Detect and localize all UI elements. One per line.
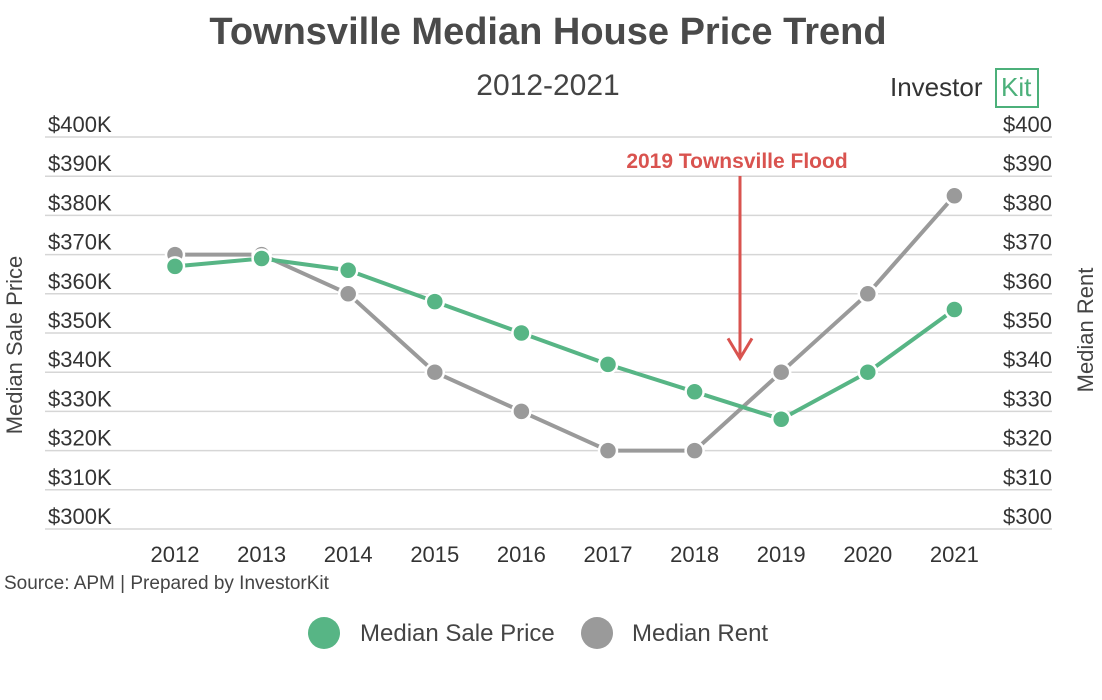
- left-tick-label: $350K: [48, 308, 112, 333]
- investorkit-logo: Investor Kit: [890, 68, 1039, 108]
- left-axis-ticks: $300K $310K $320K $330K $340K $350K $360K $370K…: [48, 112, 112, 529]
- legend-swatch-median-rent: [581, 617, 613, 649]
- x-tick-label: 2018: [670, 542, 719, 567]
- median-sale-price-point: [511, 322, 532, 344]
- x-tick-label: 2016: [497, 542, 546, 567]
- gridlines: [45, 136, 1052, 530]
- right-tick-label: $340: [1003, 347, 1052, 372]
- chart-subtitle: 2012-2021: [476, 69, 619, 102]
- legend-label-median-sale-price: Median Sale Price: [360, 620, 555, 647]
- median-rent-point: [684, 440, 705, 461]
- left-tick-label: $390K: [48, 151, 112, 176]
- median-sale-price-point: [164, 256, 186, 277]
- left-tick-label: $400K: [48, 112, 112, 137]
- median-sale-price-point: [337, 260, 359, 281]
- x-axis-ticks: 2012 2013 2014 2015 2016 2017 2018 2019 2020 2021: [151, 542, 979, 567]
- median-rent-point: [337, 283, 359, 305]
- x-tick-label: 2013: [237, 542, 286, 567]
- right-axis-ticks: $300 $310 $320 $330 $340 $350 $360 $370 $380 $390…: [1003, 112, 1052, 529]
- right-tick-label: $350: [1003, 308, 1052, 333]
- left-tick-label: $360K: [48, 269, 112, 294]
- x-tick-label: 2021: [930, 542, 979, 567]
- median-rent-point: [511, 401, 532, 422]
- legend: Median Sale Price Median Rent: [308, 617, 768, 649]
- median-sale-price-point: [857, 361, 879, 383]
- left-tick-label: $320K: [48, 426, 112, 451]
- median-rent-point: [597, 440, 619, 461]
- right-tick-label: $390: [1003, 151, 1052, 176]
- x-tick-label: 2020: [843, 542, 892, 567]
- x-tick-label: 2012: [151, 542, 200, 567]
- right-tick-label: $360: [1003, 269, 1052, 294]
- x-tick-label: 2017: [584, 542, 633, 567]
- flood-annotation: 2019 Townsville Flood: [626, 150, 848, 362]
- left-axis-title: Median Sale Price: [2, 256, 27, 435]
- legend-label-median-rent: Median Rent: [632, 620, 768, 647]
- median-sale-price-point: [770, 408, 792, 430]
- logo-text-main: Investor: [890, 72, 983, 102]
- median-sale-price-point: [424, 291, 446, 312]
- annotation-arrow-head: [726, 337, 754, 362]
- median-sale-price-point: [597, 354, 619, 375]
- median-rent-point: [857, 283, 879, 305]
- logo-text-accent: Kit: [1001, 72, 1032, 102]
- right-tick-label: $330: [1003, 386, 1052, 411]
- left-tick-label: $330K: [48, 386, 112, 411]
- median-rent-point: [944, 185, 965, 207]
- right-axis-title: Median Rent: [1073, 268, 1098, 393]
- left-tick-label: $300K: [48, 504, 112, 529]
- median-sale-price-line: [174, 256, 956, 422]
- x-tick-label: 2019: [757, 542, 806, 567]
- x-tick-label: 2014: [324, 542, 373, 567]
- left-tick-label: $380K: [48, 190, 112, 215]
- series-layer: [164, 185, 965, 461]
- left-tick-label: $340K: [48, 347, 112, 372]
- left-tick-label: $370K: [48, 230, 112, 255]
- median-sale-price-point: [944, 299, 965, 320]
- source-note: Source: APM | Prepared by InvestorKit: [4, 573, 330, 594]
- median-rent-line: [175, 194, 956, 453]
- median-rent-point: [424, 361, 446, 383]
- left-tick-label: $310K: [48, 465, 112, 490]
- right-tick-label: $370: [1003, 230, 1052, 255]
- right-tick-label: $320: [1003, 426, 1052, 451]
- chart-title: Townsville Median House Price Trend: [209, 11, 886, 53]
- legend-swatch-median-sale-price: [308, 617, 340, 649]
- median-sale-price-point: [251, 248, 272, 269]
- logo-box: [995, 68, 1039, 108]
- right-tick-label: $300: [1003, 504, 1052, 529]
- right-tick-label: $380: [1003, 190, 1052, 215]
- median-sale-price-point: [684, 381, 705, 403]
- x-tick-label: 2015: [410, 542, 459, 567]
- annotation-label: 2019 Townsville Flood: [626, 150, 847, 173]
- right-tick-label: $310: [1003, 465, 1052, 490]
- right-tick-label: $400: [1003, 112, 1052, 137]
- median-rent-point: [770, 361, 792, 383]
